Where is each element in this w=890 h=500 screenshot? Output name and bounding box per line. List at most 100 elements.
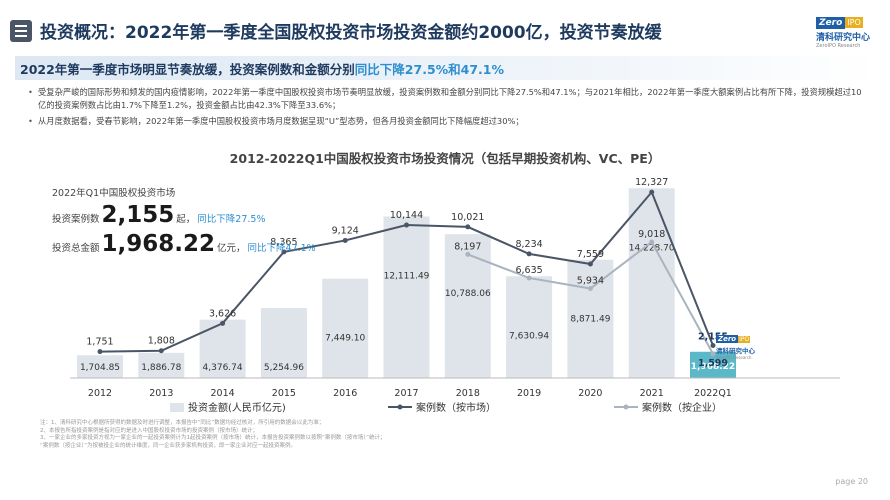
bar-value-label: 8,871.49 <box>570 315 610 325</box>
chart-logo: Zero IPO 清科研究中心 ZeroIPO Research <box>716 335 755 360</box>
series-label-market: 8,234 <box>515 239 542 250</box>
series-label-company: 6,635 <box>515 265 542 276</box>
series-label-market: 7,559 <box>577 249 604 260</box>
bullet-list: 受复杂严峻的国际形势和频发的国内疫情影响，2022年第一季度中国股权投资市场节奏… <box>28 86 868 131</box>
series-label-company: 9,018 <box>638 229 665 240</box>
footnote: 注：1、清科研究中心根据所获得的数据及时进行调整，本报告中“同比”数据均经过核对… <box>40 420 325 426</box>
series-label-market: 3,626 <box>209 308 236 319</box>
series-point-market <box>97 349 103 355</box>
series-point-company <box>465 251 471 257</box>
legend-label-market: 案例数（按市场） <box>416 401 496 414</box>
x-tick-label: 2018 <box>456 388 480 399</box>
series-point-market <box>649 189 655 195</box>
bullet-item: 从月度数据看，受春节影响，2022年第一季度中国股权投资市场月度数据呈现“U”型… <box>28 115 868 128</box>
summary-title: 2022年Q1中国股权投资市场 <box>52 188 176 199</box>
bar-value-label: 1,968.22 <box>691 362 735 372</box>
bar <box>77 355 123 378</box>
amount-change: 同比下降47.1% <box>247 243 316 254</box>
bar-value-label: 14,228.70 <box>629 243 675 253</box>
amount-unit: 亿元， <box>217 243 246 254</box>
footnote: 3、一家企业的多家投资方视为一家企业的一起投资案例计为1起投资案例（按市场）统计… <box>40 435 386 441</box>
series-point-market <box>710 343 716 349</box>
bar-value-label: 5,254.96 <box>264 363 304 373</box>
subtitle-text: 2022年第一季度市场明显节奏放缓，投资案例数和金额分别 <box>20 62 355 77</box>
x-tick-label: 2012 <box>88 388 112 399</box>
series-label-market: 10,021 <box>451 212 484 223</box>
x-tick-label: 2014 <box>211 388 235 399</box>
x-tick-label: 2021 <box>640 388 664 399</box>
chart-title: 2012-2022Q1中国股权投资市场投资情况（包括早期投资机构、VC、PE） <box>229 151 661 166</box>
page-number: page 20 <box>835 477 868 486</box>
series-point-market <box>281 249 287 255</box>
brand-logo: Zero IPO 清科研究中心 ZeroIPO Research <box>816 17 871 49</box>
series-point-company <box>587 286 593 292</box>
bullet-item: 受复杂严峻的国际形势和频发的国内疫情影响，2022年第一季度中国股权投资市场节奏… <box>28 86 868 112</box>
series-point-company <box>649 239 655 245</box>
summary-amount-row: 投资总金额 1,968.22 亿元， 同比下降47.1% <box>52 231 342 257</box>
bar-value-label: 7,449.10 <box>325 334 365 344</box>
series-point-market <box>158 348 164 354</box>
series-label-company: 1,599 <box>698 358 728 369</box>
bar <box>506 276 553 378</box>
legend-dot-company <box>623 404 629 410</box>
bar-value-label: 1,704.85 <box>80 363 120 373</box>
series-point-market <box>404 222 409 228</box>
cases-label: 投资案例数 <box>52 214 100 225</box>
bar <box>322 278 369 378</box>
x-tick-label: 2019 <box>517 388 541 399</box>
cases-change: 同比下降27.5% <box>197 214 266 225</box>
series-label-market: 1,808 <box>148 336 175 347</box>
bar <box>628 188 675 378</box>
legend-label-bar: 投资金额(人民币亿元) <box>188 401 286 414</box>
menu-icon[interactable] <box>10 20 32 42</box>
subtitle-bar <box>15 56 877 80</box>
x-tick-label: 2013 <box>149 388 173 399</box>
series-point-company <box>526 275 532 281</box>
summary-cases-row: 投资案例数 2,155 起， 同比下降27.5% <box>52 202 342 228</box>
bar-value-label: 7,630.94 <box>509 331 549 341</box>
bar <box>383 216 430 378</box>
series-label-company: 5,934 <box>577 276 604 287</box>
legend-swatch-bar <box>170 403 184 412</box>
footnote: “案例数（按企业）”为按被投企业的统计维度，同一企业获多家机构投资，即一家企业对… <box>40 442 296 449</box>
bar <box>567 259 614 378</box>
subtitle-highlight: 同比下降27.5%和47.1% <box>354 62 505 77</box>
series-label-market: 2,155 <box>698 332 728 343</box>
bar-value-label: 10,788.06 <box>445 289 491 299</box>
amount-value: 1,968.22 <box>101 231 216 257</box>
series-point-market <box>526 251 532 257</box>
x-tick-label: 2015 <box>272 388 296 399</box>
series-label-market: 8,365 <box>270 237 297 248</box>
cases-value: 2,155 <box>101 202 175 228</box>
series-point-market <box>587 261 593 267</box>
series-point-market <box>465 224 471 230</box>
header: 投资概况：2022年第一季度全国股权投资市场投资金额约2000亿，投资节奏放缓 … <box>0 0 890 52</box>
legend-dot-market <box>397 404 403 410</box>
series-point-market <box>342 237 348 243</box>
cases-unit: 起， <box>176 214 196 225</box>
series-point-company <box>710 351 716 357</box>
series-label-company: 8,197 <box>454 241 481 252</box>
bar-value-label: 1,886.78 <box>141 363 181 373</box>
x-tick-label: 2020 <box>578 388 602 399</box>
series-point-market <box>220 320 226 326</box>
x-tick-label: 2017 <box>394 388 418 399</box>
amount-label: 投资总金额 <box>52 243 100 254</box>
bar <box>260 307 307 378</box>
bar <box>444 234 491 378</box>
series-label-market: 1,751 <box>86 337 113 348</box>
x-tick-label: 2022Q1 <box>694 388 732 399</box>
series-label-market: 9,124 <box>332 225 359 236</box>
footnote: 2、本报告所指投资案例是指对应的是进入中国股权投资市场的投资案例（按市场）统计； <box>40 427 259 434</box>
bar-value-label: 12,111.49 <box>384 272 430 282</box>
legend-label-company: 案例数（按企业） <box>642 401 722 414</box>
bar-value-label: 4,376.74 <box>203 363 243 373</box>
page-title: 投资概况：2022年第一季度全国股权投资市场投资金额约2000亿，投资节奏放缓 <box>40 23 662 43</box>
footnotes: 注：1、清科研究中心根据所获得的数据及时进行调整，本报告中“同比”数据均经过核对… <box>40 420 660 450</box>
summary-box: 2022年Q1中国股权投资市场 投资案例数 2,155 起， 同比下降27.5%… <box>52 185 342 257</box>
bar <box>138 352 185 378</box>
subtitle: 2022年第一季度市场明显节奏放缓，投资案例数和金额分别同比下降27.5%和47… <box>20 59 504 78</box>
series-label-market: 10,144 <box>390 210 423 221</box>
series-label-market: 12,327 <box>635 177 668 188</box>
